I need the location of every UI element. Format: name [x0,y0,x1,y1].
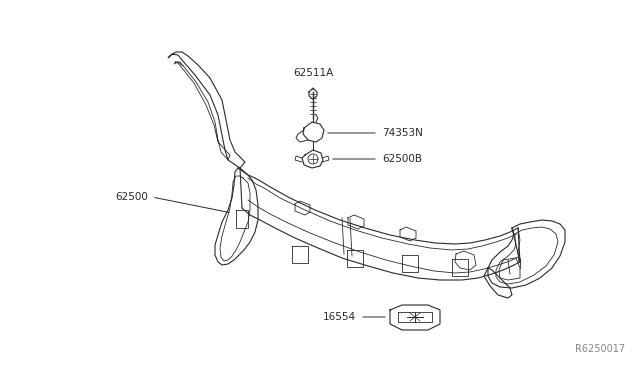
Text: 62500: 62500 [115,192,148,202]
Text: 62500B: 62500B [382,154,422,164]
Text: 74353N: 74353N [382,128,423,138]
Text: 62511A: 62511A [293,68,333,78]
Text: 16554: 16554 [323,312,356,322]
Text: R6250017: R6250017 [575,344,625,354]
